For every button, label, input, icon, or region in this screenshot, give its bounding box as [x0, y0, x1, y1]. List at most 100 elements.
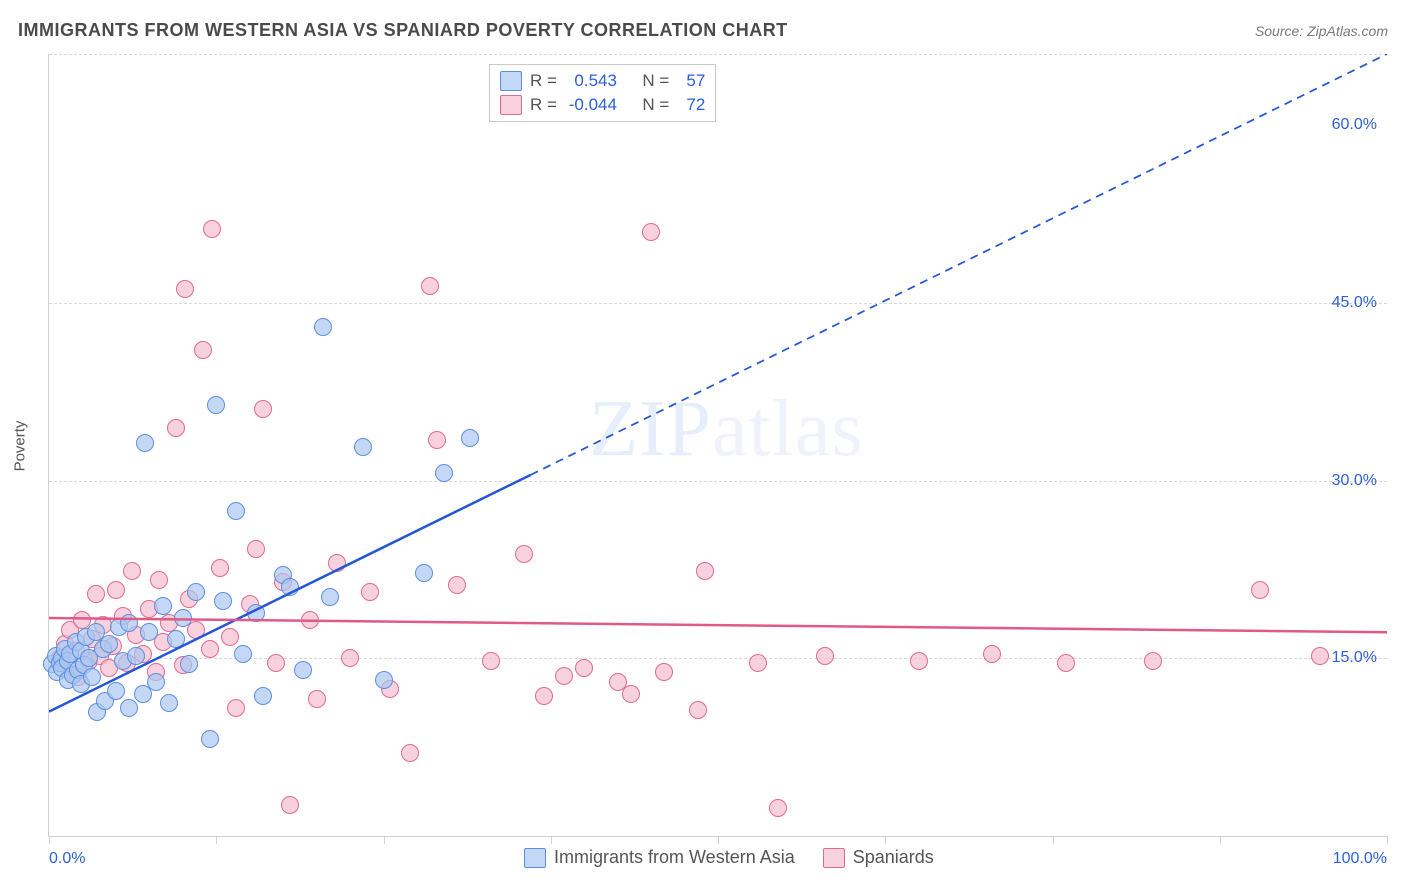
data-point [361, 583, 379, 601]
data-point [354, 438, 372, 456]
x-tick [1387, 836, 1388, 844]
series-swatch [500, 71, 522, 91]
y-axis-label: Poverty [12, 421, 29, 472]
correlation-legend: R =0.543 N =57R =-0.044 N =72 [489, 64, 716, 122]
data-point [281, 578, 299, 596]
data-point [254, 687, 272, 705]
data-point [167, 419, 185, 437]
data-point [435, 464, 453, 482]
gridline [49, 54, 1387, 55]
y-tick-label: 60.0% [1332, 116, 1377, 134]
data-point [461, 429, 479, 447]
data-point [150, 571, 168, 589]
data-point [622, 685, 640, 703]
data-point [267, 654, 285, 672]
data-point [187, 583, 205, 601]
data-point [294, 661, 312, 679]
data-point [308, 690, 326, 708]
x-tick [551, 836, 552, 844]
data-point [655, 663, 673, 681]
data-point [428, 431, 446, 449]
y-tick-label: 15.0% [1332, 649, 1377, 667]
series-swatch [500, 95, 522, 115]
data-point [482, 652, 500, 670]
x-tick [49, 836, 50, 844]
correlation-row: R =-0.044 N =72 [500, 93, 705, 117]
data-point [154, 597, 172, 615]
data-point [1144, 652, 1162, 670]
data-point [535, 687, 553, 705]
data-point [203, 220, 221, 238]
data-point [127, 647, 145, 665]
data-point [375, 671, 393, 689]
data-point [207, 396, 225, 414]
data-point [247, 604, 265, 622]
data-point [227, 502, 245, 520]
data-point [515, 545, 533, 563]
data-point [100, 635, 118, 653]
data-point [421, 277, 439, 295]
series-swatch [823, 848, 845, 868]
data-point [176, 280, 194, 298]
x-tick [1053, 836, 1054, 844]
data-point [415, 564, 433, 582]
data-point [448, 576, 466, 594]
data-point [247, 540, 265, 558]
data-point [107, 581, 125, 599]
data-point [910, 652, 928, 670]
data-point [107, 682, 125, 700]
n-value: 72 [677, 95, 705, 115]
gridline [49, 303, 1387, 304]
data-point [749, 654, 767, 672]
data-point [123, 562, 141, 580]
x-tick [216, 836, 217, 844]
data-point [1311, 647, 1329, 665]
data-point [167, 630, 185, 648]
data-point [83, 668, 101, 686]
y-tick-label: 30.0% [1332, 472, 1377, 490]
data-point [555, 667, 573, 685]
data-point [147, 673, 165, 691]
x-tick [1220, 836, 1221, 844]
data-point [254, 400, 272, 418]
data-point [194, 341, 212, 359]
data-point [642, 223, 660, 241]
gridline [49, 481, 1387, 482]
data-point [816, 647, 834, 665]
data-point [120, 614, 138, 632]
data-point [211, 559, 229, 577]
r-value: 0.543 [565, 71, 617, 91]
data-point [174, 609, 192, 627]
legend-label: Immigrants from Western Asia [554, 847, 795, 868]
data-point [227, 699, 245, 717]
data-point [689, 701, 707, 719]
plot-region: 15.0%30.0%45.0%60.0%0.0%100.0%ZIPatlasR … [48, 54, 1387, 837]
y-tick-label: 45.0% [1332, 294, 1377, 312]
data-point [401, 744, 419, 762]
data-point [160, 694, 178, 712]
x-tick [384, 836, 385, 844]
legend-label: Spaniards [853, 847, 934, 868]
legend-entry: Spaniards [823, 847, 934, 868]
trend-lines [49, 54, 1387, 836]
chart-title: IMMIGRANTS FROM WESTERN ASIA VS SPANIARD… [18, 20, 788, 41]
data-point [575, 659, 593, 677]
data-point [769, 799, 787, 817]
data-point [201, 730, 219, 748]
series-swatch [524, 848, 546, 868]
x-max-label: 100.0% [1333, 850, 1387, 868]
data-point [314, 318, 332, 336]
source-label: Source: ZipAtlas.com [1255, 23, 1388, 39]
data-point [221, 628, 239, 646]
x-tick [885, 836, 886, 844]
data-point [120, 699, 138, 717]
data-point [214, 592, 232, 610]
watermark: ZIPatlas [589, 384, 864, 475]
data-point [301, 611, 319, 629]
legend-entry: Immigrants from Western Asia [524, 847, 795, 868]
n-value: 57 [677, 71, 705, 91]
data-point [696, 562, 714, 580]
x-min-label: 0.0% [49, 850, 85, 868]
data-point [281, 796, 299, 814]
data-point [1251, 581, 1269, 599]
